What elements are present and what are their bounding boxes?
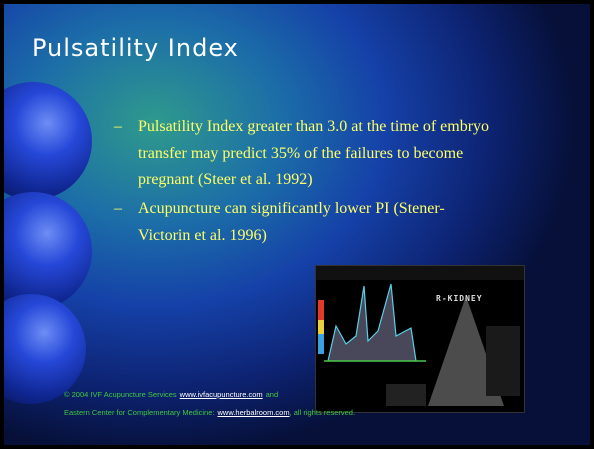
footer-text: © 2004 IVF Acupuncture Services [64, 390, 177, 399]
bullet: – Pulsatility Index greater than 3.0 at … [114, 114, 514, 194]
ultrasound-image: R-KIDNEY [315, 265, 525, 413]
footer-line: Eastern Center for Complementary Medicin… [64, 408, 355, 417]
ultrasound-graphic [316, 266, 524, 412]
bullet-text: Pulsatility Index greater than 3.0 at th… [138, 114, 514, 194]
sphere [4, 294, 86, 404]
footer-text: Eastern Center for Complementary Medicin… [64, 408, 214, 417]
sphere [4, 192, 92, 310]
slide: Pulsatility Index – Pulsatility Index gr… [4, 4, 590, 445]
bullet-text: Acupuncture can significantly lower PI (… [138, 196, 474, 249]
image-label: R-KIDNEY [436, 294, 483, 303]
bullet-marker: – [114, 114, 138, 194]
bullet-marker: – [114, 196, 138, 249]
footer-text: and [266, 390, 279, 399]
footer-text: , all rights reserved. [290, 408, 355, 417]
bullet: – Acupuncture can significantly lower PI… [114, 196, 474, 249]
footer-link[interactable]: www.ivfacupuncture.com [180, 390, 263, 399]
page: Pulsatility Index – Pulsatility Index gr… [0, 0, 594, 449]
footer-link[interactable]: www.herbalroom.com [217, 408, 289, 417]
slide-title: Pulsatility Index [32, 34, 239, 62]
sphere [4, 82, 92, 200]
